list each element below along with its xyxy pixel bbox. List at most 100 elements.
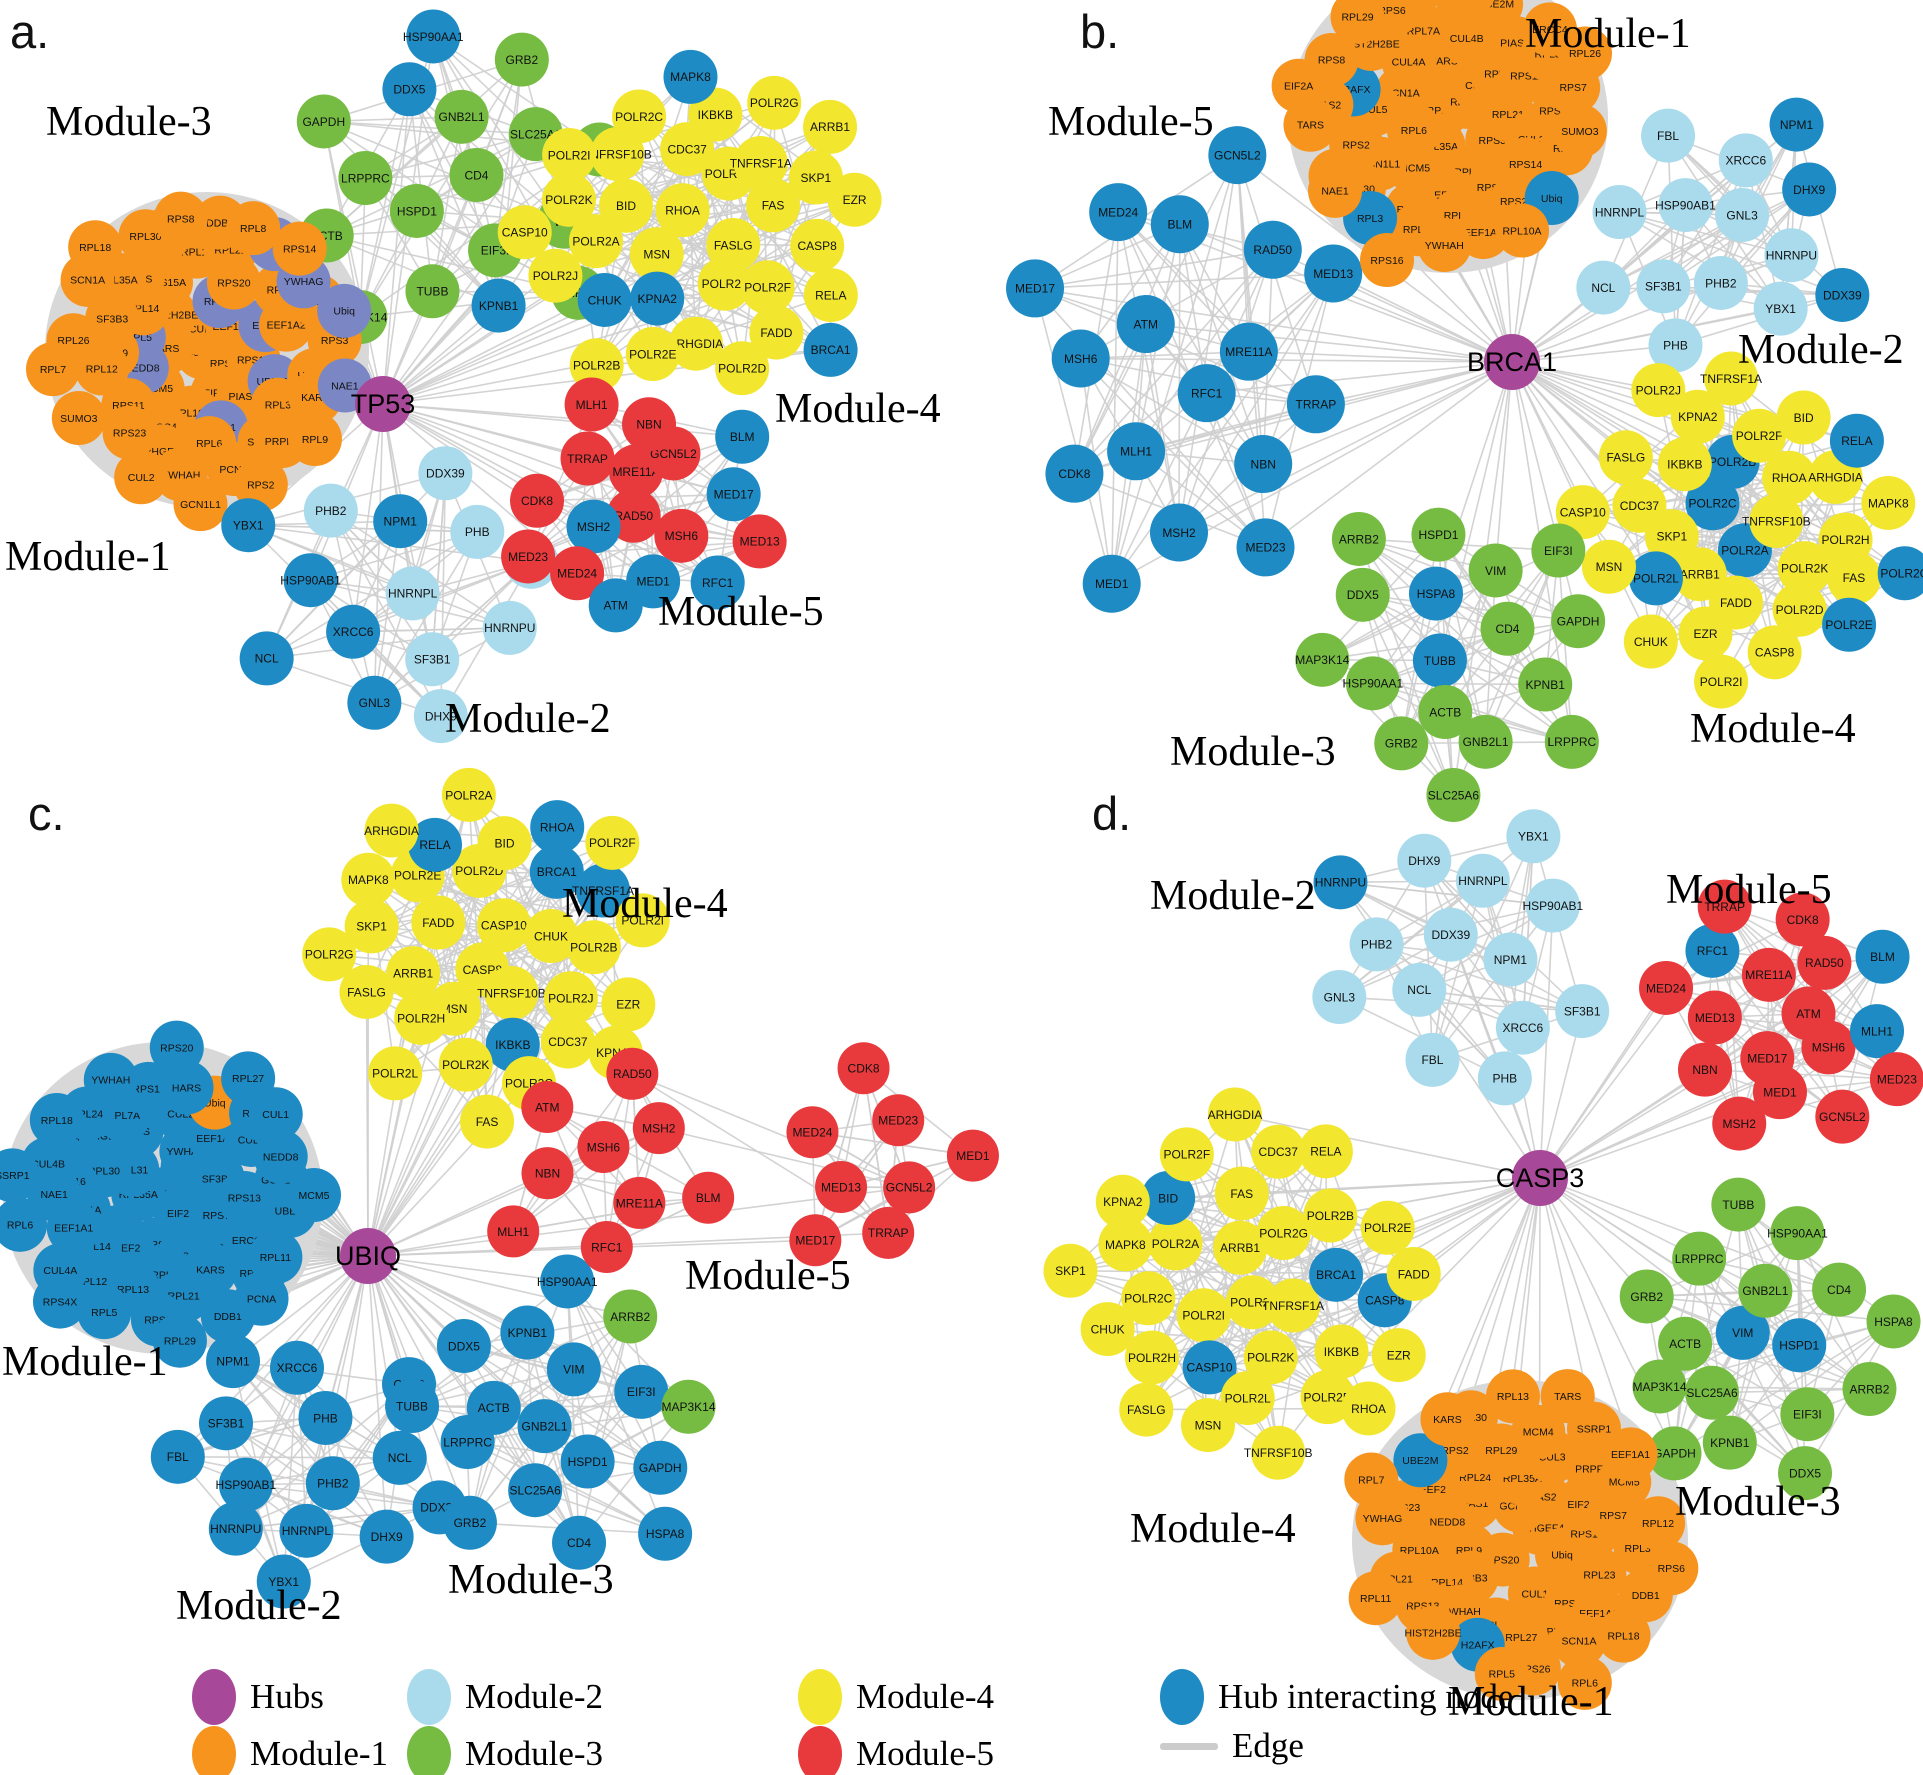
node-FBL[interactable]: FBL [1405,1032,1460,1087]
node-ATM[interactable]: ATM [588,578,643,633]
node-CASP10[interactable]: CASP10 [476,898,531,953]
node-RPL10A[interactable]: RPL10A [1495,203,1550,258]
node-PHB2[interactable]: PHB2 [303,483,358,538]
node-POLR2B[interactable]: POLR2B [1303,1188,1358,1243]
node-CDC37[interactable]: CDC37 [1251,1124,1306,1179]
node-RPL7[interactable]: RPL7 [25,342,80,397]
node-CASP8[interactable]: CASP8 [790,218,845,273]
node-MLH1[interactable]: MLH1 [487,1205,540,1258]
node-FAS[interactable]: FAS [460,1094,515,1149]
node-SLC25A6[interactable]: SLC25A6 [1685,1365,1740,1420]
node-GRB2[interactable]: GRB2 [1374,716,1429,771]
node-HNRNPU[interactable]: HNRNPU [1764,228,1819,283]
node-GCN5L2[interactable]: GCN5L2 [1208,126,1267,185]
node-POLR2L[interactable]: POLR2L [1628,551,1683,606]
node-POLR2J[interactable]: POLR2J [528,248,583,303]
node-MAP3K14[interactable]: MAP3K14 [1632,1359,1687,1414]
node-ARRB1[interactable]: ARRB1 [803,99,858,154]
node-HSPA8[interactable]: HSPA8 [1866,1294,1921,1349]
node-EEF1A1[interactable]: EEF1A1 [1603,1427,1658,1482]
node-DDX39[interactable]: DDX39 [1815,267,1870,322]
node-YWHAH[interactable]: YWHAH [1417,217,1472,272]
node-MSN[interactable]: MSN [1581,539,1636,594]
node-TRRAP[interactable]: TRRAP [560,431,615,486]
node-MED23[interactable]: MED23 [1869,1052,1923,1107]
node-MRE11A[interactable]: MRE11A [1741,947,1796,1002]
node-MSN[interactable]: MSN [1181,1398,1236,1453]
node-FBL[interactable]: FBL [150,1429,205,1484]
node-PHB[interactable]: PHB [1477,1051,1532,1106]
node-TUBB[interactable]: TUBB [385,1379,440,1434]
node-MSH6[interactable]: MSH6 [577,1120,630,1173]
node-SF3B1[interactable]: SF3B1 [1555,984,1610,1039]
node-SKP1[interactable]: SKP1 [1043,1243,1098,1298]
node-NCL[interactable]: NCL [1576,260,1631,315]
node-MSH2[interactable]: MSH2 [566,499,621,554]
node-MAPK8[interactable]: MAPK8 [663,49,718,104]
node-DHX9[interactable]: DHX9 [1782,162,1837,217]
node-MED24[interactable]: MED24 [1639,960,1694,1015]
node-RPL8[interactable]: RPL8 [226,201,281,256]
node-CD4[interactable]: CD4 [1812,1262,1867,1317]
node-KPNA2[interactable]: KPNA2 [630,271,685,326]
node-YWHAH[interactable]: YWHAH [83,1052,138,1107]
node-NBN[interactable]: NBN [1234,435,1293,494]
node-XRCC6[interactable]: XRCC6 [1718,133,1773,188]
node-RPS6[interactable]: RPS6 [1644,1541,1699,1596]
node-HSP90AB1[interactable]: HSP90AB1 [280,553,341,608]
node-POLR2K[interactable]: POLR2K [438,1037,493,1092]
node-MED1[interactable]: MED1 [946,1129,999,1182]
node-POLR2A[interactable]: POLR2A [1148,1216,1203,1271]
node-CD4[interactable]: CD4 [1480,601,1535,656]
node-POLR2E[interactable]: POLR2E [1822,597,1877,652]
node-PHB[interactable]: PHB [450,504,505,559]
node-POLR2A[interactable]: POLR2A [441,767,496,822]
node-NPM1[interactable]: NPM1 [206,1334,261,1389]
node-RPL7[interactable]: RPL7 [1344,1452,1399,1507]
node-GRB2[interactable]: GRB2 [494,32,549,87]
node-SF3B1[interactable]: SF3B1 [1636,259,1691,314]
node-MLH1[interactable]: MLH1 [564,377,619,432]
node-LRPPRC[interactable]: LRPPRC [1672,1231,1727,1286]
node-HNRNPL[interactable]: HNRNPL [385,566,440,621]
node-CHUK[interactable]: CHUK [577,272,632,327]
node-MED13[interactable]: MED13 [1687,990,1742,1045]
node-EZR[interactable]: EZR [601,977,656,1032]
node-MSH2[interactable]: MSH2 [1712,1096,1767,1151]
node-GNL3[interactable]: GNL3 [1715,188,1770,243]
node-GAPDH[interactable]: GAPDH [296,94,351,149]
node-RPS14[interactable]: RPS14 [272,221,327,276]
node-MAP3K14[interactable]: MAP3K14 [661,1379,716,1434]
node-CD4[interactable]: CD4 [449,148,504,202]
node-IKBKB[interactable]: IKBKB [1314,1324,1369,1379]
node-CHUK[interactable]: CHUK [1623,614,1678,669]
node-DDX5[interactable]: DDX5 [436,1319,491,1374]
node-RPS8[interactable]: RPS8 [153,191,208,246]
node-HSPA8[interactable]: HSPA8 [638,1506,693,1561]
node-EZR[interactable]: EZR [1371,1328,1426,1383]
node-EZR[interactable]: EZR [827,172,882,227]
node-NAE1[interactable]: NAE1 [1308,163,1363,218]
node-MED24[interactable]: MED24 [1089,183,1148,242]
node-FADD[interactable]: FADD [411,895,466,950]
node-EIF3I[interactable]: EIF3I [1531,523,1586,578]
node-CDK8[interactable]: CDK8 [837,1042,890,1095]
node-LRPPRC[interactable]: LRPPRC [440,1415,495,1470]
node-VIM[interactable]: VIM [546,1342,601,1397]
node-RPL13[interactable]: RPL13 [1485,1369,1540,1424]
node-GAPDH[interactable]: GAPDH [633,1440,688,1495]
node-NCL[interactable]: NCL [239,631,294,686]
node-NBN[interactable]: NBN [1678,1042,1733,1097]
node-POLR2I[interactable]: POLR2I [1176,1288,1231,1343]
node-EIF3I[interactable]: EIF3I [614,1364,669,1419]
node-TRRAP[interactable]: TRRAP [1286,375,1345,434]
node-RELA[interactable]: RELA [1829,413,1884,468]
node-EIF3I[interactable]: EIF3I [1780,1387,1835,1442]
node-MED23[interactable]: MED23 [1236,518,1295,577]
node-GNB2L1[interactable]: GNB2L1 [517,1399,572,1454]
node-GCN5L2[interactable]: GCN5L2 [1815,1089,1870,1144]
node-RPL18[interactable]: RPL18 [68,220,123,275]
node-KPNB1[interactable]: KPNB1 [1702,1415,1757,1470]
node-BLM[interactable]: BLM [715,409,770,464]
node-CDC37[interactable]: CDC37 [540,1014,595,1069]
